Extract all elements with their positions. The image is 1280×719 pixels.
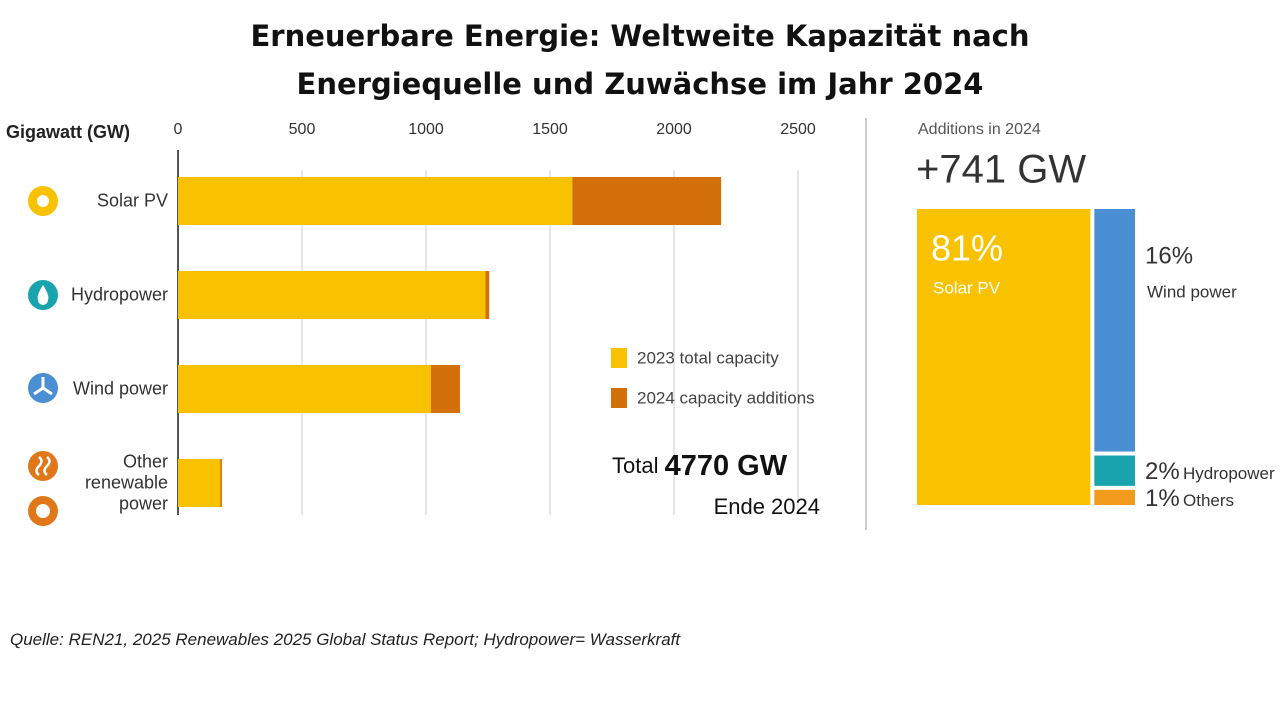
icon-solar-core xyxy=(37,195,49,207)
x-tick-label: 2000 xyxy=(656,121,692,138)
legend-label: 2024 capacity additions xyxy=(637,388,815,407)
bar-segment xyxy=(178,365,431,413)
icon-bio-core xyxy=(36,504,50,518)
y-tick-label: Hydropower xyxy=(70,284,168,305)
cell-label: Solar PV xyxy=(933,278,1001,297)
value-label: 16% xyxy=(1145,242,1193,269)
bar-segment xyxy=(485,271,490,319)
x-tick-label: 1000 xyxy=(408,121,444,138)
icon-drop xyxy=(37,285,49,305)
source-note: Quelle: REN21, 2025 Renewables 2025 Glob… xyxy=(10,630,681,649)
total-prefix: Total xyxy=(612,453,658,478)
total-value: 4770 GW xyxy=(665,450,788,482)
icon-blades xyxy=(33,377,53,396)
page-title: Erneuerbare Energie: Weltweite Kapazität… xyxy=(250,19,1030,101)
icon-heat xyxy=(35,456,51,476)
legend-label: 2023 total capacity xyxy=(637,348,779,367)
x-tick-label: 2500 xyxy=(780,121,816,138)
bar-segment xyxy=(178,271,486,319)
y-tick-label: Wind power xyxy=(72,378,168,399)
icons xyxy=(28,186,58,526)
date-annotation: Ende 2024 xyxy=(714,494,820,519)
treemap-cell xyxy=(1094,489,1135,505)
value-label: 81% xyxy=(931,228,1003,269)
chart-subtitle: Additions in 2024 xyxy=(918,121,1041,138)
icon-geo xyxy=(28,451,58,481)
bar-segment xyxy=(178,459,221,507)
bar-segment xyxy=(220,459,222,507)
bar-segment xyxy=(572,177,722,225)
treemap-cell xyxy=(1094,209,1135,452)
value-label: 1% xyxy=(1145,485,1180,512)
legend-swatch xyxy=(611,388,627,408)
y-tick-label: Solar PV xyxy=(96,190,168,211)
cell-label: Others xyxy=(1183,491,1234,510)
cell-label: Hydropower xyxy=(1183,464,1275,483)
x-tick-label: 500 xyxy=(289,121,316,138)
x-axis-label: Gigawatt (GW) xyxy=(6,122,130,142)
treemap-cell xyxy=(917,209,1091,505)
legend-swatch xyxy=(611,348,627,368)
x-tick-label: 1500 xyxy=(532,121,568,138)
headline: +741 GW xyxy=(916,148,1086,192)
bar-segment xyxy=(178,177,573,225)
treemap-cell xyxy=(1094,455,1135,486)
value-label: 2% xyxy=(1145,458,1180,485)
y-tick-label: Other renewable power xyxy=(84,451,168,514)
x-tick-label: 0 xyxy=(174,121,183,138)
bar-segment xyxy=(430,365,460,413)
total-annotation: Total 4770 GW xyxy=(612,450,788,482)
cell-label: Wind power xyxy=(1147,282,1237,301)
